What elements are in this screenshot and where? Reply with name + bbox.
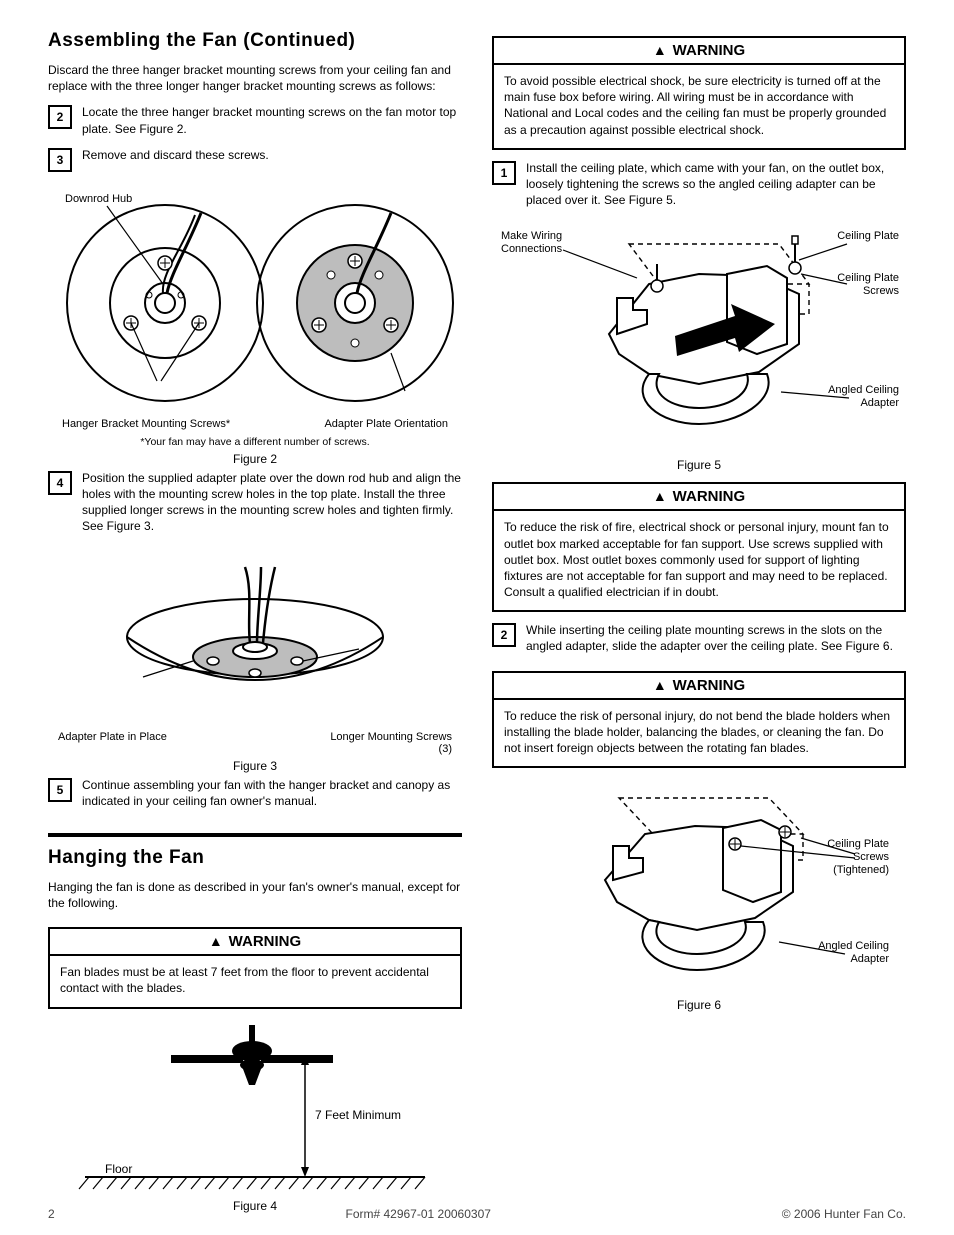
warning-title: WARNING [673,488,746,505]
figure-caption: Figure 3 [48,759,462,773]
warning-triangle-icon: ▲ [653,678,667,692]
section-heading: Hanging the Fan [48,847,462,869]
callout: 7 Feet Minimum [315,1108,401,1122]
warning-header: ▲ WARNING [494,673,904,700]
step-text: While inserting the ceiling plate mounti… [526,622,906,654]
callout: Ceiling Plate Screws (Tightened) [815,838,889,878]
warning-box: ▲ WARNING Fan blades must be at least 7 … [48,927,462,1008]
warning-header: ▲ WARNING [50,929,460,956]
warning-body: To reduce the risk of fire, electrical s… [494,511,904,610]
warning-box: ▲ WARNING To avoid possible electrical s… [492,36,906,150]
footnote: *Your fan may have a different number of… [48,436,462,448]
figure-caption: Figure 2 [48,452,462,466]
step-box: 5 [48,778,72,802]
page-footer: 2 Form# 42967-01 20060307 © 2006 Hunter … [0,1207,954,1221]
step-box: 3 [48,148,72,172]
warning-title: WARNING [673,677,746,694]
step-box: 2 [48,105,72,129]
callout: Adapter Plate Orientation [324,418,448,430]
callout: Make Wiring Connections [501,230,595,256]
callout: Adapter Plate in Place [58,731,167,755]
warning-triangle-icon: ▲ [209,934,223,948]
warning-body: To reduce the risk of personal injury, d… [494,700,904,767]
step-box: 4 [48,471,72,495]
warning-title: WARNING [229,933,302,950]
section-heading: Assembling the Fan (Continued) [48,30,462,52]
warning-box: ▲ WARNING To reduce the risk of fire, el… [492,482,906,612]
warning-triangle-icon: ▲ [653,43,667,57]
warning-header: ▲ WARNING [494,38,904,65]
step-text: Locate the three hanger bracket mounting… [82,104,462,136]
callout: Hanger Bracket Mounting Screws* [62,418,230,430]
figure-5: Make Wiring Connections Ceiling Plate Ce… [492,224,906,472]
page-number: 2 [48,1207,55,1221]
callout: Angled Ceiling Adapter [809,384,899,410]
step-text: Continue assembling your fan with the ha… [82,777,462,809]
callout: Longer Mounting Screws (3) [322,731,452,755]
warning-triangle-icon: ▲ [653,489,667,503]
figure-6: Ceiling Plate Screws (Tightened) Angled … [492,784,906,1012]
callout: Ceiling Plate [825,230,899,243]
callout: Ceiling Plate Screws [825,272,899,298]
step-box: 1 [492,161,516,185]
figure-3: Adapter Plate in Place Longer Mounting S… [48,551,462,773]
callout: Angled Ceiling Adapter [809,940,889,966]
warning-box: ▲ WARNING To reduce the risk of personal… [492,671,906,769]
warning-title: WARNING [673,42,746,59]
figure-caption: Figure 5 [492,458,906,472]
warning-header: ▲ WARNING [494,484,904,511]
form-number: Form# 42967-01 20060307 [345,1207,490,1221]
warning-body: To avoid possible electrical shock, be s… [494,65,904,148]
step-text: Position the supplied adapter plate over… [82,470,462,535]
step-text: Install the ceiling plate, which came wi… [526,160,906,209]
step-text: Remove and discard these screws. [82,147,462,163]
figure-caption: Figure 6 [492,998,906,1012]
callout: Downrod Hub [65,193,132,205]
step-box: 2 [492,623,516,647]
callout: Floor [105,1162,132,1176]
copyright: © 2006 Hunter Fan Co. [782,1207,906,1221]
intro-text: Hanging the fan is done as described in … [48,879,462,911]
section-divider [48,833,462,837]
figure-4: 7 Feet Minimum [48,1025,462,1213]
intro-text: Discard the three hanger bracket mountin… [48,62,462,94]
figure-2: Downrod Hub Hanger Bracket Mounting Scre… [48,188,462,466]
warning-body: Fan blades must be at least 7 feet from … [50,956,460,1006]
